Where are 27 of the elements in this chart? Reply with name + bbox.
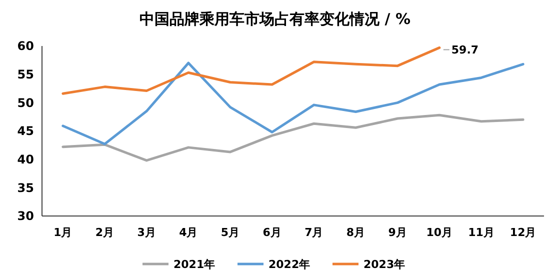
x-tick-label: 3月 <box>137 226 156 239</box>
chart-title: 中国品牌乘用车市场占有率变化情况 / % <box>140 10 410 28</box>
x-tick-label: 4月 <box>179 226 198 239</box>
y-tick-label: 35 <box>17 180 34 195</box>
x-tick-label: 7月 <box>304 226 324 239</box>
y-tick-label: 30 <box>17 209 34 224</box>
legend-label: 2021年 <box>174 258 216 271</box>
legend-label: 2023年 <box>364 258 406 271</box>
x-tick-label: 9月 <box>388 226 407 239</box>
x-tick-label: 8月 <box>346 226 366 239</box>
line-series <box>62 62 524 146</box>
x-tick-label: 12月 <box>510 226 536 239</box>
x-tick-label: 6月 <box>262 226 282 239</box>
x-tick-label: 5月 <box>220 226 240 239</box>
line-series <box>62 46 441 95</box>
legend-label: 2022年 <box>268 258 310 271</box>
y-tick-label: 55 <box>17 68 34 82</box>
annotation: 59.7 <box>451 44 479 57</box>
x-tick-label: 11月 <box>468 226 494 239</box>
y-tick-label: 45 <box>17 124 34 138</box>
x-tick-label: 2月 <box>95 226 114 239</box>
line-series <box>62 114 524 162</box>
x-tick-label: 10月 <box>426 226 453 239</box>
y-tick-label: 60 <box>17 39 34 54</box>
y-tick-label: 50 <box>17 96 34 110</box>
x-tick-label: 1月 <box>54 226 72 239</box>
y-tick-label: 40 <box>17 152 34 167</box>
